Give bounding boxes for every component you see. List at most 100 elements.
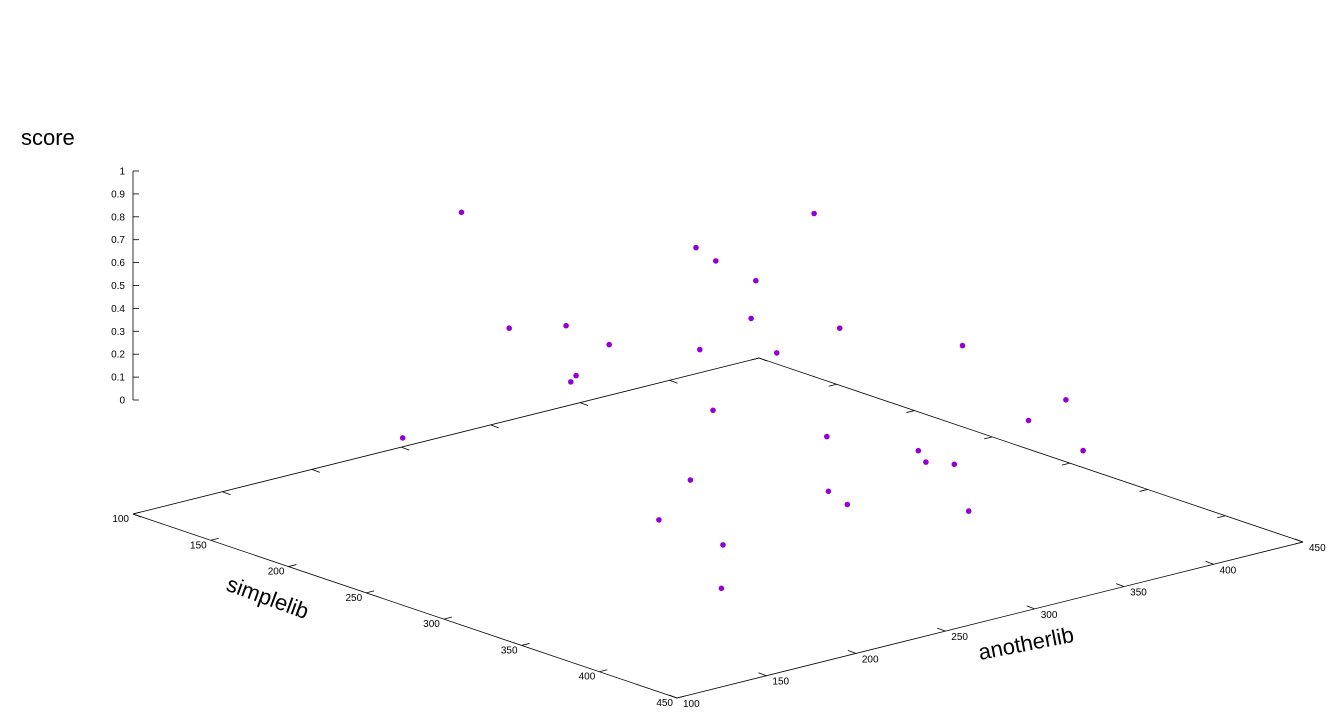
anotherlib-tick-label: 200 bbox=[862, 654, 879, 665]
score-tick-label: 0.8 bbox=[111, 212, 125, 223]
anotherlib-tick bbox=[937, 627, 946, 632]
data-point bbox=[1063, 397, 1069, 403]
simplelib-tick bbox=[132, 511, 142, 515]
anotherlib-tick-label: 150 bbox=[772, 677, 789, 688]
data-point bbox=[748, 315, 754, 322]
data-point bbox=[1080, 447, 1086, 454]
back-tick-left bbox=[311, 469, 320, 473]
back-tick-right bbox=[1294, 541, 1304, 545]
anotherlib-tick-label: 250 bbox=[951, 632, 968, 643]
anotherlib-tick bbox=[1026, 605, 1035, 610]
data-point bbox=[606, 341, 612, 348]
back-tick-right bbox=[906, 410, 915, 413]
back-tick-left bbox=[222, 491, 231, 496]
anotherlib-tick-label: 100 bbox=[683, 699, 700, 710]
simplelib-tick-label: 200 bbox=[268, 567, 285, 578]
data-point bbox=[687, 477, 694, 483]
anotherlib-tick-label: 300 bbox=[1041, 610, 1058, 621]
data-point bbox=[959, 342, 966, 349]
data-point bbox=[773, 350, 780, 356]
data-point bbox=[811, 210, 817, 217]
anotherlib-tick-label: 400 bbox=[1220, 565, 1237, 576]
score-tick-label: 0 bbox=[119, 396, 125, 407]
anotherlib-tick bbox=[1294, 538, 1304, 543]
data-point bbox=[506, 325, 512, 332]
back-tick-left bbox=[490, 424, 499, 429]
x-axis-label: anotherlib bbox=[976, 622, 1076, 665]
data-point bbox=[825, 488, 832, 495]
data-point bbox=[718, 585, 725, 592]
data-point bbox=[568, 379, 574, 385]
anotherlib-tick-label: 450 bbox=[1309, 543, 1326, 554]
data-point bbox=[458, 209, 465, 216]
data-point bbox=[965, 508, 972, 514]
score-tick-label: 0.4 bbox=[111, 304, 125, 315]
score-tick-label: 0.6 bbox=[111, 258, 125, 269]
axes bbox=[132, 170, 1304, 699]
back-edge-right bbox=[758, 357, 1304, 543]
back-tick-left bbox=[401, 446, 410, 451]
simplelib-tick-label: 150 bbox=[190, 540, 207, 551]
data-point bbox=[720, 542, 726, 548]
data-point bbox=[573, 372, 579, 379]
simplelib-tick-label: 450 bbox=[656, 698, 673, 709]
data-point bbox=[836, 325, 843, 332]
simplelib-axis-line bbox=[132, 513, 678, 699]
back-tick-right bbox=[750, 357, 760, 361]
data-point bbox=[713, 258, 719, 264]
simplelib-tick bbox=[288, 564, 297, 567]
data-point bbox=[563, 322, 569, 329]
data-point bbox=[1025, 417, 1032, 424]
back-edge-left bbox=[132, 357, 760, 515]
back-tick-right bbox=[828, 383, 837, 387]
data-point bbox=[399, 435, 406, 441]
back-tick-right bbox=[1061, 462, 1070, 466]
anotherlib-tick bbox=[1205, 560, 1214, 565]
back-tick-left bbox=[669, 379, 678, 384]
anotherlib-tick bbox=[758, 672, 767, 677]
score-tick-label: 0.5 bbox=[111, 281, 125, 292]
data-point bbox=[656, 517, 662, 523]
anotherlib-tick bbox=[847, 650, 856, 654]
back-tick-right bbox=[1217, 515, 1226, 519]
z-axis-label: score bbox=[21, 125, 75, 150]
back-tick-right bbox=[984, 436, 993, 440]
anotherlib-tick-label: 350 bbox=[1130, 588, 1147, 599]
simplelib-tick bbox=[676, 695, 686, 699]
data-point bbox=[951, 461, 958, 468]
back-tick-left bbox=[132, 513, 142, 518]
data-points bbox=[399, 209, 1086, 592]
score-tick-label: 0.3 bbox=[111, 327, 125, 338]
score-tick-label: 0.1 bbox=[111, 373, 125, 384]
simplelib-tick-label: 300 bbox=[423, 619, 440, 630]
simplelib-tick bbox=[521, 643, 530, 646]
data-point bbox=[710, 407, 716, 414]
simplelib-tick bbox=[443, 616, 452, 620]
back-tick-left bbox=[758, 357, 768, 362]
anotherlib-tick bbox=[668, 694, 678, 699]
data-point bbox=[915, 447, 922, 454]
anotherlib-tick bbox=[1116, 583, 1125, 587]
data-point bbox=[824, 433, 830, 440]
data-point bbox=[753, 277, 759, 284]
data-point bbox=[697, 346, 703, 353]
simplelib-tick-label: 350 bbox=[501, 645, 518, 656]
tick-labels: 0 0.1 0.2 0.3 0.4 0.5 0.6 0.7 0.8 0.9 1 100 150 200 25… bbox=[111, 167, 1326, 711]
data-point bbox=[923, 459, 929, 465]
simplelib-tick-label: 250 bbox=[345, 593, 362, 604]
simplelib-tick-label: 100 bbox=[112, 514, 129, 525]
simplelib-tick-label: 400 bbox=[579, 672, 596, 683]
simplelib-tick bbox=[210, 537, 219, 541]
data-point bbox=[693, 244, 699, 251]
simplelib-tick bbox=[599, 669, 608, 673]
back-tick-left bbox=[580, 402, 589, 406]
data-point bbox=[844, 501, 851, 508]
score-tick-label: 0.9 bbox=[111, 189, 125, 200]
anotherlib-axis-line bbox=[676, 541, 1304, 699]
back-tick-right bbox=[1139, 489, 1148, 492]
simplelib-tick bbox=[366, 590, 375, 594]
y-axis-label: simplelib bbox=[223, 571, 312, 624]
score-tick-label: 1 bbox=[119, 167, 125, 178]
score-tick-label: 0.2 bbox=[111, 350, 125, 361]
